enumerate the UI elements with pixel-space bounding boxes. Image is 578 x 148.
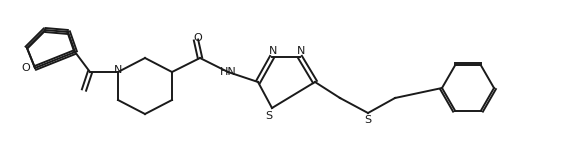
Text: N: N <box>114 65 122 75</box>
Text: O: O <box>194 33 202 43</box>
Text: N: N <box>297 46 305 56</box>
Text: S: S <box>365 115 372 125</box>
Text: N: N <box>269 46 277 56</box>
Text: S: S <box>265 111 273 121</box>
Text: O: O <box>21 63 30 73</box>
Text: HN: HN <box>220 67 236 77</box>
